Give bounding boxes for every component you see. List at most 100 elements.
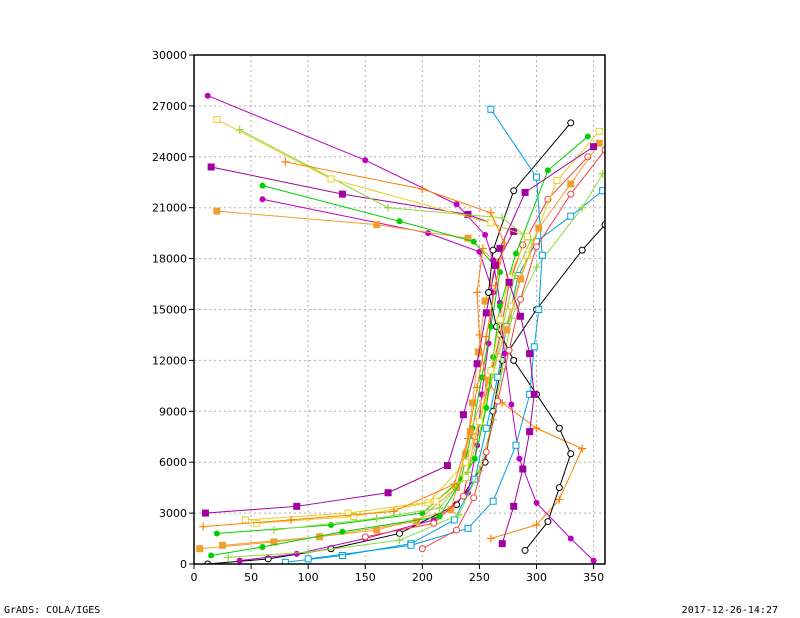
data-point	[450, 480, 459, 489]
data-point	[316, 533, 324, 541]
series-line	[285, 190, 604, 563]
data-point	[304, 555, 312, 563]
data-point	[304, 548, 313, 557]
data-point	[512, 250, 519, 257]
data-point	[521, 188, 529, 196]
data-point	[533, 499, 540, 506]
data-point	[241, 516, 249, 524]
data-point	[507, 313, 516, 322]
y-tick-label: 0	[180, 558, 187, 571]
data-point	[269, 526, 278, 535]
data-point	[567, 190, 575, 198]
data-point	[508, 401, 515, 408]
series	[304, 105, 546, 563]
y-tick-label: 6000	[159, 456, 187, 469]
data-point	[516, 455, 523, 462]
x-tick-label: 50	[244, 571, 258, 584]
data-point	[474, 348, 482, 356]
data-point	[590, 557, 597, 564]
data-point	[475, 466, 484, 475]
data-point	[462, 473, 470, 481]
series	[213, 115, 531, 524]
data-point	[259, 182, 266, 189]
data-point	[555, 495, 564, 504]
x-tick-label: 200	[412, 571, 433, 584]
data-point	[373, 526, 381, 534]
data-point	[526, 350, 534, 358]
y-tick-label: 18000	[152, 253, 187, 266]
data-point	[418, 185, 427, 194]
series-line	[216, 185, 501, 534]
series	[253, 127, 603, 527]
data-point	[535, 306, 543, 313]
data-point	[396, 529, 403, 537]
series-line	[203, 161, 506, 528]
data-point	[196, 545, 204, 553]
data-point	[470, 238, 477, 245]
data-point	[533, 243, 540, 251]
data-point	[419, 510, 426, 517]
data-point	[498, 213, 507, 222]
y-tick-label: 30000	[152, 49, 187, 62]
data-point	[384, 489, 392, 497]
data-point	[500, 239, 509, 248]
data-point	[496, 244, 504, 252]
data-point	[533, 173, 540, 181]
data-point	[487, 219, 495, 227]
series-line	[216, 119, 529, 521]
data-point	[344, 509, 352, 517]
data-point	[523, 233, 531, 241]
data-point	[281, 157, 290, 166]
series	[236, 196, 497, 564]
data-point	[470, 494, 478, 502]
series	[204, 92, 597, 564]
data-point	[413, 518, 421, 526]
data-point	[259, 544, 266, 551]
data-point	[532, 520, 541, 529]
data-point	[453, 526, 461, 534]
series	[418, 146, 605, 553]
data-point	[535, 224, 543, 232]
data-point	[464, 434, 472, 443]
data-point	[595, 139, 603, 147]
data-point	[407, 541, 415, 549]
data-point	[207, 163, 215, 171]
data-point	[362, 157, 369, 164]
data-point	[503, 326, 511, 334]
series	[224, 169, 605, 562]
data-point	[494, 373, 502, 381]
data-point	[584, 133, 591, 140]
data-point	[538, 251, 546, 259]
series	[473, 244, 587, 543]
y-tick-label: 12000	[152, 354, 187, 367]
series-line	[422, 149, 605, 550]
data-point	[491, 281, 500, 290]
data-point	[489, 497, 497, 505]
data-point	[389, 507, 398, 516]
data-point	[496, 316, 504, 324]
series-line	[199, 210, 498, 550]
data-point	[475, 330, 484, 339]
footer-left-label: GrADS: COLA/IGES	[4, 605, 101, 616]
data-point	[270, 538, 278, 546]
x-tick-label: 350	[583, 571, 604, 584]
series	[485, 119, 575, 554]
data-point	[471, 455, 478, 462]
data-point	[219, 541, 227, 549]
data-point	[287, 515, 296, 524]
data-point	[473, 288, 482, 297]
data-point	[478, 244, 487, 253]
data-point	[544, 167, 551, 174]
data-point	[459, 492, 467, 500]
data-point	[482, 231, 489, 238]
data-point	[532, 263, 541, 272]
series-lines	[196, 92, 605, 564]
data-point	[436, 513, 443, 520]
data-point	[396, 218, 403, 225]
data-point	[293, 502, 301, 510]
series	[496, 143, 598, 548]
data-point	[464, 524, 472, 532]
data-point	[512, 441, 520, 449]
x-tick-label: 150	[355, 571, 376, 584]
